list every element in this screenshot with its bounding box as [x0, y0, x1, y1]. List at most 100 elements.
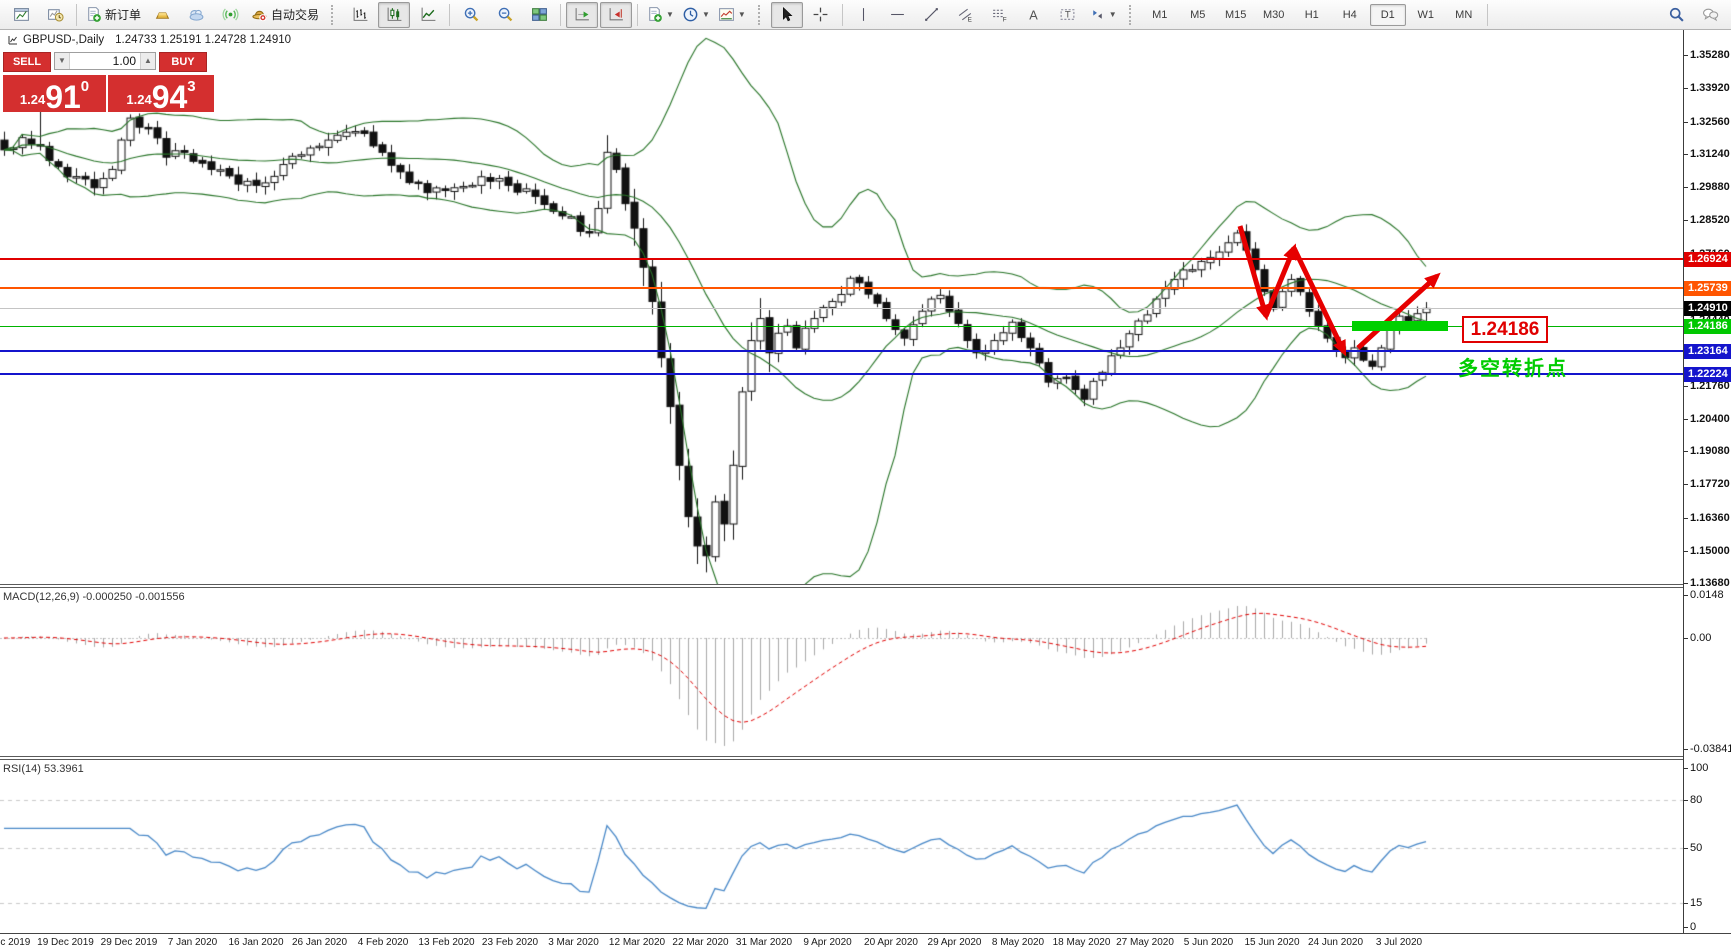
- auto-trading-icon: [251, 6, 268, 23]
- toolbar-gripper[interactable]: [757, 4, 764, 25]
- toolbar-gripper[interactable]: [1128, 4, 1135, 25]
- volume-increase-button[interactable]: ▲: [140, 53, 155, 69]
- gold-symbol-button[interactable]: [146, 2, 178, 28]
- macd-canvas[interactable]: [0, 588, 1683, 756]
- chart-window[interactable]: 1.24186 多空转折点 1.35280 1.33920 1.32560 1.312…: [0, 30, 1731, 952]
- volume-decrease-button[interactable]: ▼: [55, 53, 70, 69]
- price-level-box[interactable]: 1.22224: [1684, 367, 1731, 382]
- tile-windows-button[interactable]: [523, 2, 555, 28]
- price-annotation-box[interactable]: 1.24186: [1462, 316, 1548, 343]
- timeframe-m1-button[interactable]: M1: [1152, 8, 1168, 21]
- trend-line-button[interactable]: [916, 2, 948, 28]
- rsi-tick: [1684, 800, 1688, 801]
- time-axis[interactable]: 10 Dec 2019 19 Dec 2019 29 Dec 2019 7 Jan 2…: [0, 934, 1731, 952]
- chevron-down-icon[interactable]: ▼: [666, 10, 674, 19]
- arrows-button[interactable]: ▼: [1086, 2, 1120, 28]
- templates-icon: [718, 6, 735, 23]
- chart-icon: [8, 36, 17, 45]
- auto-trading-button[interactable]: 自动交易: [248, 2, 322, 28]
- periods-button[interactable]: ▼: [679, 2, 713, 28]
- chart-line-button[interactable]: [412, 2, 444, 28]
- cursor-button[interactable]: [770, 1, 803, 28]
- time-axis-label: 23 Feb 2020: [481, 937, 539, 948]
- auto-scroll-button[interactable]: [566, 1, 599, 28]
- price-level-box[interactable]: 1.26924: [1684, 252, 1731, 267]
- crosshair-button[interactable]: [805, 2, 837, 28]
- volume-value[interactable]: 1.00: [112, 54, 136, 68]
- time-axis-label: 29 Dec 2019: [100, 937, 158, 948]
- text-button[interactable]: A: [1018, 2, 1050, 28]
- sell-button[interactable]: SELL: [3, 52, 51, 72]
- timeframe-m30-button[interactable]: M30: [1263, 8, 1285, 21]
- chart-line-icon: [420, 6, 437, 23]
- horizontal-level-line[interactable]: [0, 373, 1683, 375]
- volume-stepper[interactable]: ▼ 1.00 ▲: [54, 52, 156, 70]
- svg-text:F: F: [1003, 16, 1007, 23]
- pane-separator[interactable]: [0, 584, 1731, 588]
- market-cloud-button[interactable]: [180, 2, 212, 28]
- horizontal-level-line[interactable]: [0, 287, 1683, 289]
- price-chart-canvas[interactable]: [0, 30, 1683, 584]
- price-tick: [1684, 154, 1688, 155]
- chat-button[interactable]: [1694, 2, 1726, 28]
- timeframe-h1-button[interactable]: H1: [1304, 8, 1319, 21]
- indicators-button[interactable]: ▼: [643, 2, 677, 28]
- new-order-button[interactable]: 新订单: [82, 2, 144, 28]
- price-tick: [1684, 386, 1688, 387]
- chart-shift-button[interactable]: [600, 1, 633, 28]
- price-tick-label: 1.31240: [1690, 148, 1730, 160]
- zoom-in-button[interactable]: [455, 2, 487, 28]
- price-level-box[interactable]: 1.23164: [1684, 344, 1731, 359]
- timeframe-mn-button[interactable]: MN: [1455, 8, 1473, 21]
- price-tick-label: 1.32560: [1690, 116, 1730, 128]
- rsi-tick: [1684, 768, 1688, 769]
- chevron-down-icon[interactable]: ▼: [737, 10, 746, 19]
- signal-button[interactable]: [214, 2, 246, 28]
- chevron-down-icon[interactable]: ▼: [1108, 10, 1117, 19]
- templates-button[interactable]: ▼: [715, 2, 749, 28]
- chart-bars-button[interactable]: [344, 2, 376, 28]
- time-axis-label: 10 Dec 2019: [0, 937, 31, 948]
- timeframe-w1-button[interactable]: W1: [1417, 8, 1434, 21]
- timeframe-m5-button[interactable]: M5: [1190, 8, 1206, 21]
- rsi-label: RSI(14) 53.3961: [3, 763, 84, 775]
- buy-button[interactable]: BUY: [159, 52, 207, 72]
- price-level-box[interactable]: 1.25739: [1684, 281, 1731, 296]
- macd-tick: [1684, 638, 1688, 639]
- market-cloud-icon: [188, 6, 205, 23]
- horizontal-level-line[interactable]: [0, 258, 1683, 260]
- indicators-icon: [646, 6, 663, 23]
- pane-separator[interactable]: [0, 756, 1731, 760]
- price-level-box[interactable]: 1.24186: [1684, 319, 1731, 334]
- horizontal-line-button[interactable]: [882, 2, 914, 28]
- horizontal-level-line[interactable]: [0, 326, 1683, 327]
- support-zone-bar[interactable]: [1352, 321, 1448, 331]
- price-level-box-bid[interactable]: 1.24910: [1684, 301, 1731, 316]
- timeframe-m15-button[interactable]: M15: [1225, 8, 1247, 21]
- fibonacci-button[interactable]: F: [984, 2, 1016, 28]
- equidistant-channel-button[interactable]: E: [950, 2, 982, 28]
- rsi-canvas[interactable]: [0, 760, 1683, 932]
- price-axis[interactable]: 1.35280 1.33920 1.32560 1.31240 1.29880 1.285…: [1683, 30, 1731, 933]
- zoom-out-button[interactable]: [489, 2, 521, 28]
- chevron-down-icon[interactable]: ▼: [701, 10, 710, 19]
- time-axis-label: 8 May 2020: [991, 937, 1045, 948]
- chart-profiles-button[interactable]: [39, 2, 71, 28]
- arrows-icon: [1089, 6, 1106, 23]
- text-label-button[interactable]: T: [1052, 2, 1084, 28]
- toolbar-gripper[interactable]: [331, 4, 337, 25]
- timeframe-d1-button[interactable]: D1: [1369, 3, 1406, 26]
- timeframe-h4-button[interactable]: H4: [1342, 8, 1357, 21]
- new-chart-button[interactable]: [5, 2, 37, 28]
- sell-price-display[interactable]: 1.24 91 0: [3, 75, 106, 113]
- svg-text:T: T: [1065, 10, 1071, 21]
- buy-price-display[interactable]: 1.24 94 3: [108, 75, 214, 113]
- vertical-line-button[interactable]: [848, 2, 880, 28]
- chart-candles-button[interactable]: [378, 1, 411, 28]
- macd-tick-label: 0.00: [1690, 632, 1712, 644]
- search-button[interactable]: [1660, 2, 1692, 28]
- horizontal-level-line-bid[interactable]: [0, 308, 1683, 309]
- turning-point-note[interactable]: 多空转折点: [1458, 358, 1568, 380]
- horizontal-level-line[interactable]: [0, 350, 1683, 352]
- vertical-line-icon: [855, 6, 872, 23]
